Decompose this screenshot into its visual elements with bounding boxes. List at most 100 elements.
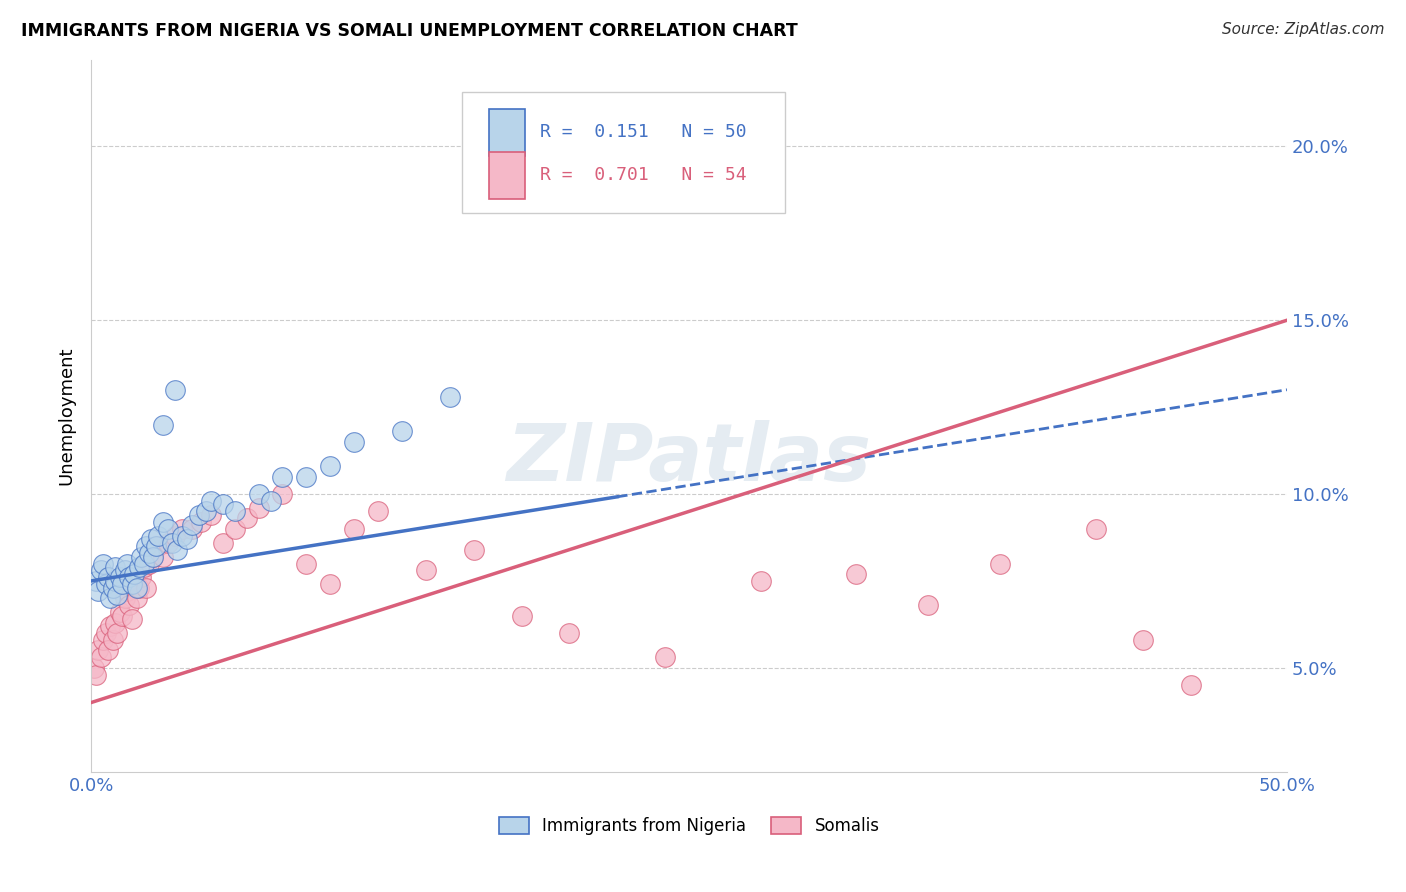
Point	[125, 581, 148, 595]
Point	[142, 549, 165, 564]
Point	[194, 504, 217, 518]
Point	[87, 643, 110, 657]
Point	[142, 549, 165, 564]
Point	[90, 564, 112, 578]
Point	[845, 566, 868, 581]
Point	[247, 500, 270, 515]
Point	[415, 564, 437, 578]
Point	[224, 522, 246, 536]
Y-axis label: Unemployment: Unemployment	[58, 347, 75, 485]
Point	[1180, 678, 1202, 692]
Point	[166, 542, 188, 557]
Point	[156, 535, 179, 549]
Point	[138, 546, 160, 560]
Point	[131, 549, 153, 564]
Point	[94, 626, 117, 640]
Point	[135, 581, 157, 595]
Point	[104, 615, 127, 630]
Point	[187, 508, 209, 522]
Point	[97, 570, 120, 584]
Point	[131, 570, 153, 584]
Point	[463, 542, 485, 557]
Point	[118, 599, 141, 613]
Point	[83, 661, 105, 675]
FancyBboxPatch shape	[489, 153, 526, 199]
Point	[749, 574, 772, 588]
Point	[235, 511, 257, 525]
Point	[118, 570, 141, 584]
FancyBboxPatch shape	[489, 110, 526, 156]
Point	[1132, 632, 1154, 647]
Point	[558, 626, 581, 640]
Point	[654, 650, 676, 665]
Point	[156, 522, 179, 536]
Point	[343, 434, 366, 449]
Text: ZIPatlas: ZIPatlas	[506, 419, 872, 498]
Point	[115, 584, 138, 599]
Point	[114, 591, 136, 606]
Point	[211, 535, 233, 549]
Point	[108, 570, 131, 584]
Point	[101, 581, 124, 595]
Point	[271, 469, 294, 483]
Point	[87, 584, 110, 599]
Point	[90, 650, 112, 665]
Legend: Immigrants from Nigeria, Somalis: Immigrants from Nigeria, Somalis	[499, 817, 879, 835]
Point	[91, 632, 114, 647]
Point	[128, 581, 150, 595]
Point	[97, 643, 120, 657]
Point	[211, 498, 233, 512]
Point	[98, 619, 121, 633]
Point	[132, 560, 155, 574]
Point	[84, 574, 107, 588]
Text: IMMIGRANTS FROM NIGERIA VS SOMALI UNEMPLOYMENT CORRELATION CHART: IMMIGRANTS FROM NIGERIA VS SOMALI UNEMPL…	[21, 22, 797, 40]
Point	[146, 529, 169, 543]
Point	[104, 560, 127, 574]
Point	[917, 599, 939, 613]
Point	[125, 591, 148, 606]
Point	[152, 549, 174, 564]
Point	[111, 608, 134, 623]
Point	[343, 522, 366, 536]
Point	[115, 557, 138, 571]
Point	[439, 390, 461, 404]
Text: R =  0.151   N = 50: R = 0.151 N = 50	[540, 123, 747, 141]
Point	[132, 557, 155, 571]
Point	[163, 529, 186, 543]
Point	[114, 564, 136, 578]
Point	[180, 518, 202, 533]
Point	[122, 574, 145, 588]
Point	[122, 566, 145, 581]
Point	[107, 626, 129, 640]
Point	[190, 515, 212, 529]
Text: R =  0.701   N = 54: R = 0.701 N = 54	[540, 166, 747, 184]
Point	[988, 557, 1011, 571]
Point	[108, 605, 131, 619]
Point	[1084, 522, 1107, 536]
Point	[163, 383, 186, 397]
Point	[271, 487, 294, 501]
Point	[162, 535, 184, 549]
Point	[91, 557, 114, 571]
Point	[94, 577, 117, 591]
Text: Source: ZipAtlas.com: Source: ZipAtlas.com	[1222, 22, 1385, 37]
Point	[101, 632, 124, 647]
Point	[510, 608, 533, 623]
Point	[247, 487, 270, 501]
Point	[98, 591, 121, 606]
Point	[200, 508, 222, 522]
Point	[128, 560, 150, 574]
FancyBboxPatch shape	[461, 92, 785, 213]
Point	[139, 532, 162, 546]
Point	[152, 417, 174, 432]
Point	[145, 539, 167, 553]
Point	[84, 667, 107, 681]
Point	[391, 425, 413, 439]
Point	[259, 494, 281, 508]
Point	[224, 504, 246, 518]
Point	[295, 469, 318, 483]
Point	[138, 557, 160, 571]
Point	[170, 522, 193, 536]
Point	[200, 494, 222, 508]
Point	[121, 577, 143, 591]
